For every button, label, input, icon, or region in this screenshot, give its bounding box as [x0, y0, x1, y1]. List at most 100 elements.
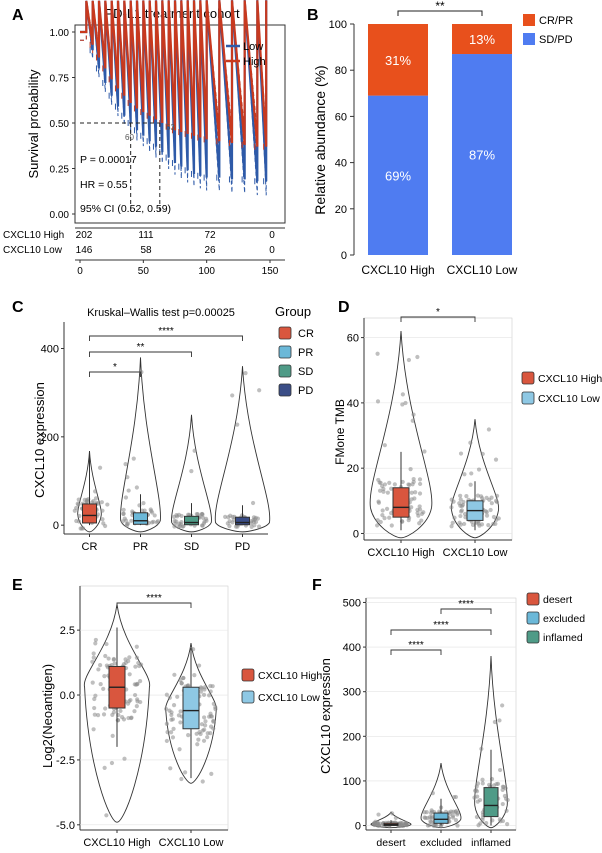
data-point [385, 490, 390, 495]
y-tick-label: 300 [343, 687, 361, 699]
data-point [417, 477, 423, 482]
data-point [488, 507, 493, 513]
risk-cell: 146 [76, 245, 93, 256]
panel-d: D FMone TMB 0 20 40 60 CXCL10 High CXCL10 Low… [333, 299, 602, 559]
y-tick-label: 2.5 [60, 625, 75, 637]
data-point [170, 735, 176, 740]
x-tick-label: CXCL10 Low [443, 547, 508, 559]
data-point [127, 672, 132, 677]
data-point [375, 399, 381, 404]
data-point [151, 519, 156, 524]
chart-c-legend: CR PR SD PD [278, 326, 314, 397]
data-point [382, 443, 387, 448]
violin-3 [214, 366, 271, 533]
data-point [486, 522, 491, 528]
data-point [105, 502, 110, 507]
data-point [233, 524, 239, 529]
data-point [409, 505, 414, 510]
chart-a-legend: Low High [226, 41, 266, 68]
bar-label-sdpd: 69% [385, 168, 411, 183]
significance-label: * [113, 362, 117, 373]
y-tick-label: 20 [335, 204, 347, 216]
significance-bracket [390, 629, 492, 635]
significance-label: **** [408, 640, 424, 651]
data-point [92, 705, 97, 711]
data-point [201, 738, 207, 743]
legend-high-label: CXCL10 High [258, 670, 322, 682]
data-point [424, 810, 429, 815]
data-point [382, 482, 388, 487]
data-point [417, 504, 422, 509]
box-0 [82, 503, 97, 524]
data-point [489, 501, 494, 506]
data-point [132, 692, 138, 698]
data-point [91, 655, 96, 660]
violin-0 [77, 450, 102, 533]
data-point [176, 524, 181, 530]
data-point [141, 501, 146, 506]
data-point [223, 514, 228, 519]
significance-bracket [89, 335, 243, 341]
data-point [475, 781, 481, 786]
data-point [164, 692, 169, 697]
data-point [464, 494, 469, 499]
data-point [417, 521, 422, 526]
legend-desert-swatch [526, 592, 540, 606]
bar-crpr [368, 24, 428, 96]
data-point [123, 495, 129, 500]
data-point [200, 515, 206, 520]
data-point [378, 519, 383, 525]
y-tick-label: 0.0 [60, 690, 75, 702]
legend-inflamed-label: inflamed [543, 632, 583, 644]
data-point [492, 719, 497, 725]
data-point [502, 793, 507, 799]
data-point [93, 489, 98, 494]
chart-e-legend: CXCL10 High CXCL10 Low [241, 668, 322, 704]
data-point [376, 812, 381, 817]
legend-high-label: CXCL10 High [538, 373, 602, 385]
data-point [487, 782, 492, 788]
data-point [178, 709, 183, 714]
data-point [257, 388, 262, 393]
legend-high-swatch [241, 668, 255, 682]
data-point [211, 701, 216, 706]
data-point [406, 357, 412, 363]
data-point [209, 714, 215, 719]
data-point [186, 683, 191, 688]
data-point [98, 663, 103, 668]
chart-b-legend: CR/PR SD/PD [523, 14, 573, 46]
violin-0 [369, 331, 433, 539]
data-point [475, 794, 480, 799]
data-point [459, 503, 465, 509]
data-point [382, 516, 387, 521]
data-point [376, 499, 381, 504]
data-point [196, 737, 201, 742]
x-tick-label: PD [235, 541, 250, 553]
data-point [106, 656, 111, 661]
data-point [439, 824, 444, 829]
data-point [172, 524, 177, 529]
data-point [123, 660, 128, 665]
legend-pd-label: PD [298, 385, 313, 397]
data-point [458, 497, 463, 502]
data-point [484, 513, 490, 518]
y-tick-label: 100 [329, 19, 347, 31]
data-point [462, 521, 467, 527]
data-point [415, 354, 420, 360]
data-point [429, 814, 434, 819]
median-guide [80, 122, 161, 214]
y-tick-label: 0 [353, 528, 359, 540]
data-point [400, 479, 405, 485]
data-point [409, 490, 414, 495]
data-point [500, 818, 506, 824]
km-line-high [80, 0, 268, 147]
chart-a-y-ticks: 0.00 0.25 0.50 0.75 1.00 [50, 28, 75, 221]
risk-cell: 58 [140, 245, 152, 256]
chart-c-ylabel: CXCL10 expression [32, 382, 47, 498]
data-point [243, 371, 248, 376]
box-2 [483, 787, 499, 818]
data-point [104, 663, 109, 668]
data-point [410, 482, 415, 487]
data-point [101, 686, 106, 691]
